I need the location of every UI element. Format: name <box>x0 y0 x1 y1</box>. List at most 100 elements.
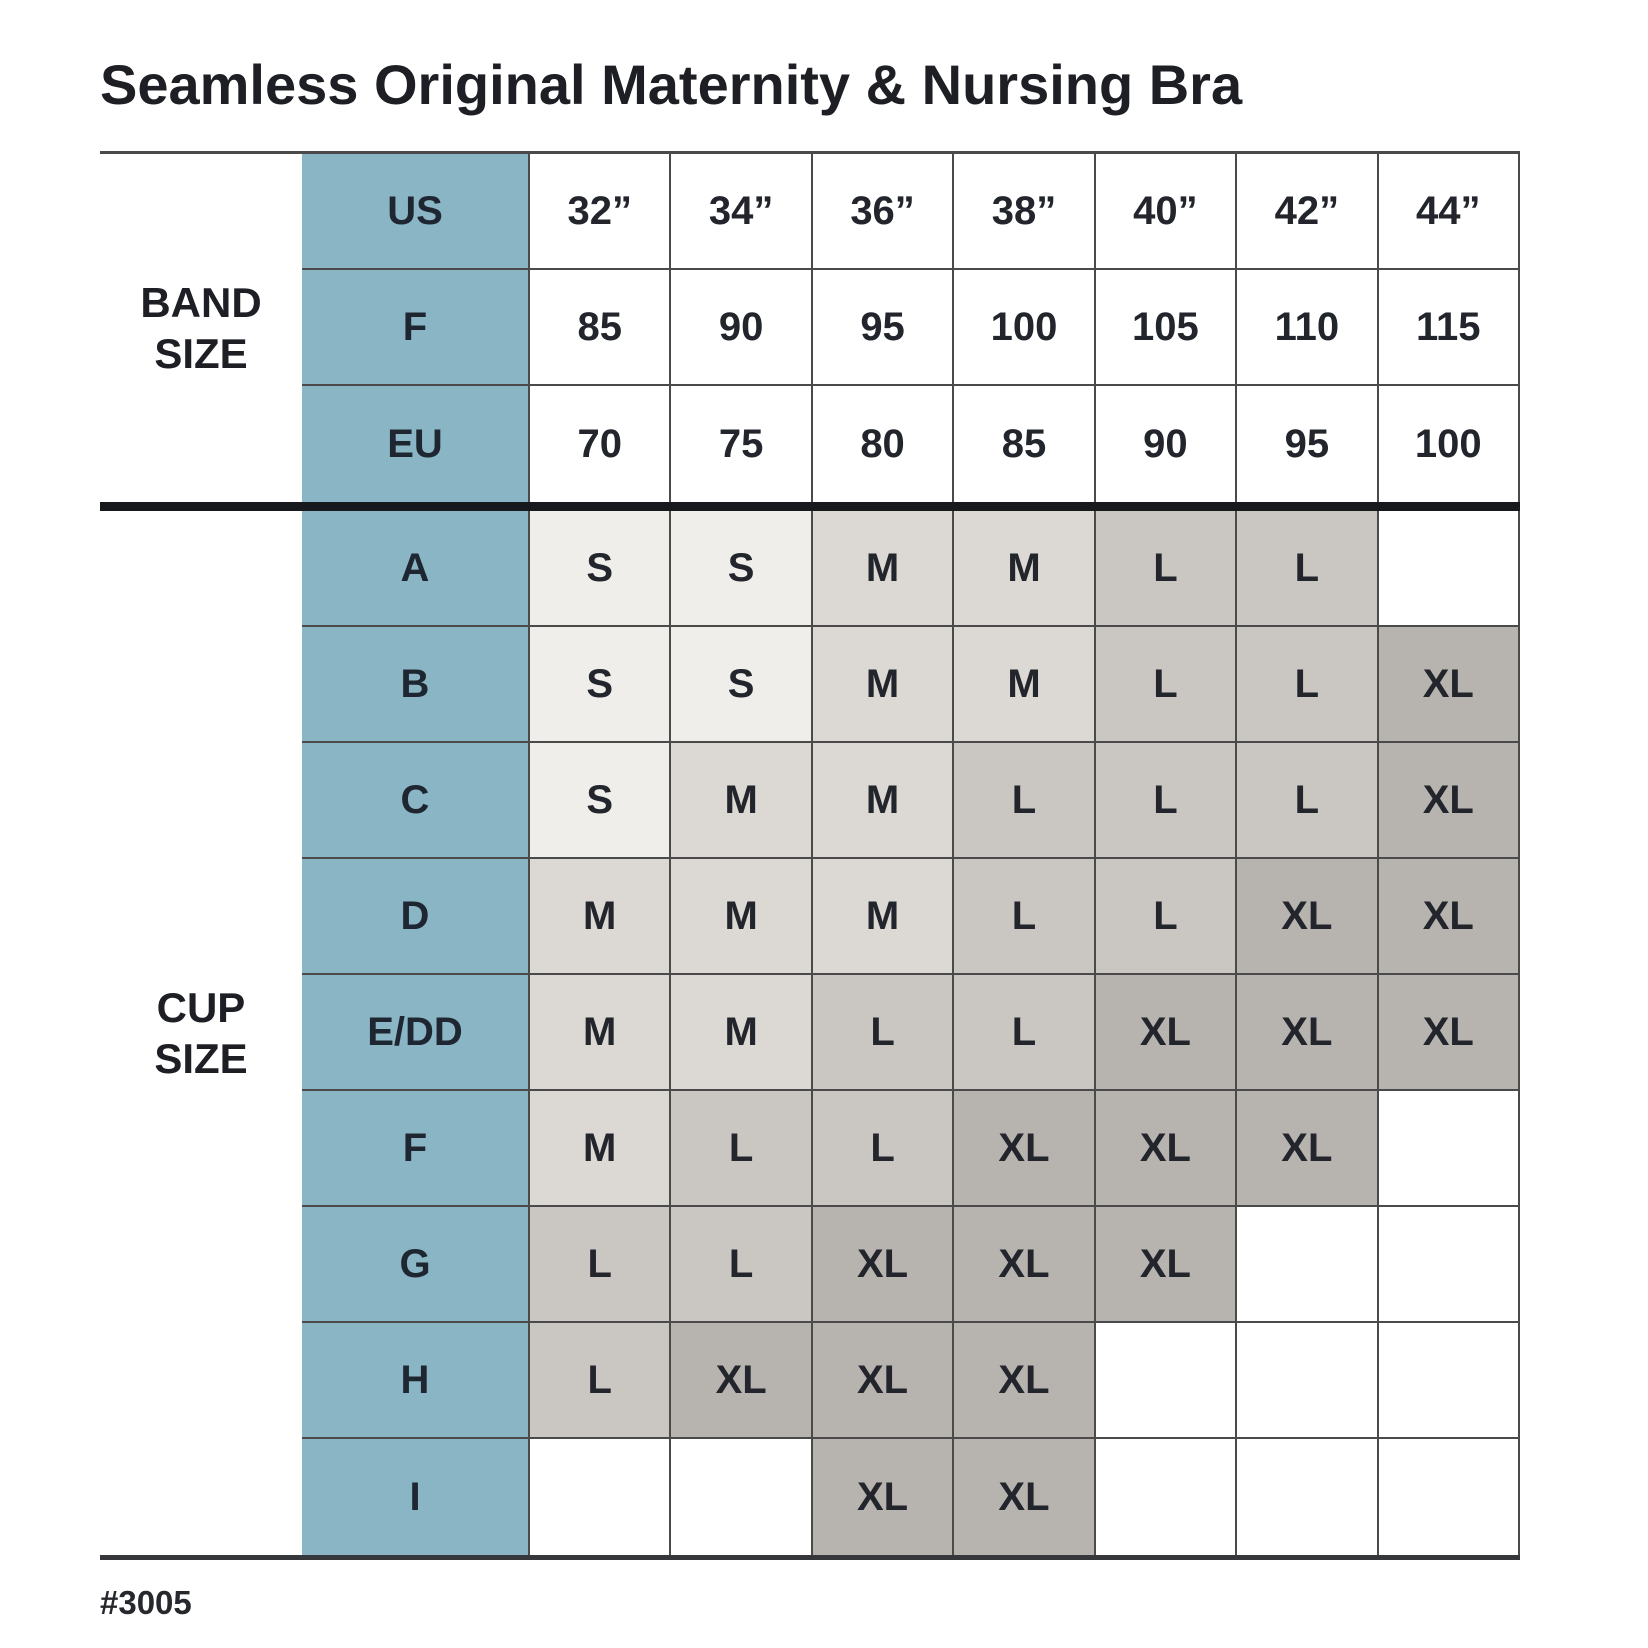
band-size-value: 100 <box>1378 386 1520 502</box>
cup-size-cell-empty <box>1378 1323 1520 1439</box>
band-size-value: 38” <box>954 154 1096 270</box>
cup-size-cell: XL <box>954 1091 1096 1207</box>
cup-row-label: H <box>302 1323 530 1439</box>
cup-size-cell: XL <box>1237 859 1379 975</box>
band-size-value: 42” <box>1237 154 1379 270</box>
cup-size-cell: XL <box>1378 743 1520 859</box>
band-size-value: 80 <box>812 386 955 502</box>
cup-size-cell: L <box>1095 627 1238 743</box>
band-system-label: F <box>302 270 530 386</box>
cup-row-label: B <box>302 627 530 743</box>
cup-size-cell: L <box>1095 511 1238 627</box>
cup-size-cell: XL <box>1378 975 1520 1091</box>
cup-size-cell: M <box>812 859 955 975</box>
cup-size-cell: XL <box>812 1207 955 1323</box>
cup-size-cell: S <box>530 743 672 859</box>
cup-size-cell-empty <box>1237 1207 1379 1323</box>
cup-size-cell: XL <box>1095 1207 1238 1323</box>
cup-row-label: G <box>302 1207 530 1323</box>
band-size-value: 75 <box>671 386 813 502</box>
cup-size-cell: S <box>671 627 813 743</box>
cup-row-label: I <box>302 1439 530 1555</box>
cup-size-cell: M <box>671 975 813 1091</box>
cup-row-label: E/DD <box>302 975 530 1091</box>
cup-size-cell: L <box>530 1207 672 1323</box>
band-size-value: 95 <box>1237 386 1379 502</box>
cup-size-cell: XL <box>1378 627 1520 743</box>
cup-size-label: CUP SIZE <box>100 511 302 1555</box>
band-size-value: 34” <box>671 154 813 270</box>
cup-size-cell: M <box>954 627 1096 743</box>
band-size-value: 70 <box>530 386 672 502</box>
cup-size-cell: L <box>1237 511 1379 627</box>
band-size-value: 32” <box>530 154 672 270</box>
cup-row-label: A <box>302 511 530 627</box>
cup-size-cell: XL <box>812 1439 955 1555</box>
cup-size-cell-empty <box>671 1439 813 1555</box>
cup-size-cell: L <box>671 1091 813 1207</box>
band-size-value: 90 <box>1095 386 1238 502</box>
band-size-value: 85 <box>954 386 1096 502</box>
band-size-value: 105 <box>1095 270 1238 386</box>
cup-row-label: F <box>302 1091 530 1207</box>
cup-size-cell: M <box>530 975 672 1091</box>
cup-size-cell: L <box>954 859 1096 975</box>
cup-size-cell: L <box>812 1091 955 1207</box>
cup-size-cell-empty <box>1237 1323 1379 1439</box>
band-size-value: 110 <box>1237 270 1379 386</box>
cup-size-cell: L <box>954 975 1096 1091</box>
cup-size-cell-empty <box>1378 1091 1520 1207</box>
size-chart-table: BAND SIZE US 32” 34” 36” 38” 40” 42” 44” F 85 90 95… <box>100 151 1520 1560</box>
band-system-label: EU <box>302 386 530 502</box>
band-size-value: 40” <box>1095 154 1238 270</box>
band-size-value: 90 <box>671 270 813 386</box>
cup-size-cell: S <box>530 511 672 627</box>
cup-size-cell: XL <box>954 1207 1096 1323</box>
cup-size-cell: XL <box>954 1439 1096 1555</box>
cup-size-cell: L <box>1237 743 1379 859</box>
product-code: #3005 <box>100 1584 192 1621</box>
chart-title: Seamless Original Maternity & Nursing Br… <box>100 53 1243 116</box>
cup-size-section: CUP SIZE A S S M M L L B S S M M L L XL C S M M L L L XL D M M M L L… <box>100 511 1520 1560</box>
cup-size-cell: M <box>530 1091 672 1207</box>
band-size-value: 36” <box>812 154 955 270</box>
band-size-section: BAND SIZE US 32” 34” 36” 38” 40” 42” 44” F 85 90 95… <box>100 151 1520 502</box>
cup-size-cell: L <box>812 975 955 1091</box>
cup-size-cell: XL <box>812 1323 955 1439</box>
cup-size-cell: XL <box>954 1323 1096 1439</box>
cup-size-cell: M <box>812 511 955 627</box>
band-size-label: BAND SIZE <box>100 154 302 502</box>
cup-size-cell: XL <box>671 1323 813 1439</box>
cup-size-cell: L <box>1237 627 1379 743</box>
cup-size-cell: M <box>954 511 1096 627</box>
cup-size-cell-empty <box>1095 1323 1238 1439</box>
cup-size-cell: XL <box>1378 859 1520 975</box>
cup-size-cell: XL <box>1237 975 1379 1091</box>
cup-size-cell: M <box>671 743 813 859</box>
cup-size-cell: L <box>1095 859 1238 975</box>
cup-size-cell-empty <box>530 1439 672 1555</box>
band-size-value: 85 <box>530 270 672 386</box>
cup-row-label: C <box>302 743 530 859</box>
cup-size-cell: XL <box>1095 1091 1238 1207</box>
cup-size-cell: L <box>954 743 1096 859</box>
section-divider <box>100 502 1520 511</box>
cup-size-cell: M <box>812 627 955 743</box>
cup-size-cell-empty <box>1237 1439 1379 1555</box>
cup-size-cell-empty <box>1095 1439 1238 1555</box>
cup-size-cell-empty <box>1378 1439 1520 1555</box>
band-size-value: 115 <box>1378 270 1520 386</box>
band-size-value: 100 <box>954 270 1096 386</box>
band-size-value: 95 <box>812 270 955 386</box>
cup-size-cell-empty <box>1378 1207 1520 1323</box>
band-system-label: US <box>302 154 530 270</box>
cup-size-cell-empty <box>1378 511 1520 627</box>
cup-size-cell: XL <box>1237 1091 1379 1207</box>
cup-size-cell: L <box>1095 743 1238 859</box>
cup-row-label: D <box>302 859 530 975</box>
cup-size-cell: S <box>530 627 672 743</box>
cup-size-cell: M <box>671 859 813 975</box>
band-size-value: 44” <box>1378 154 1520 270</box>
cup-size-cell: L <box>671 1207 813 1323</box>
